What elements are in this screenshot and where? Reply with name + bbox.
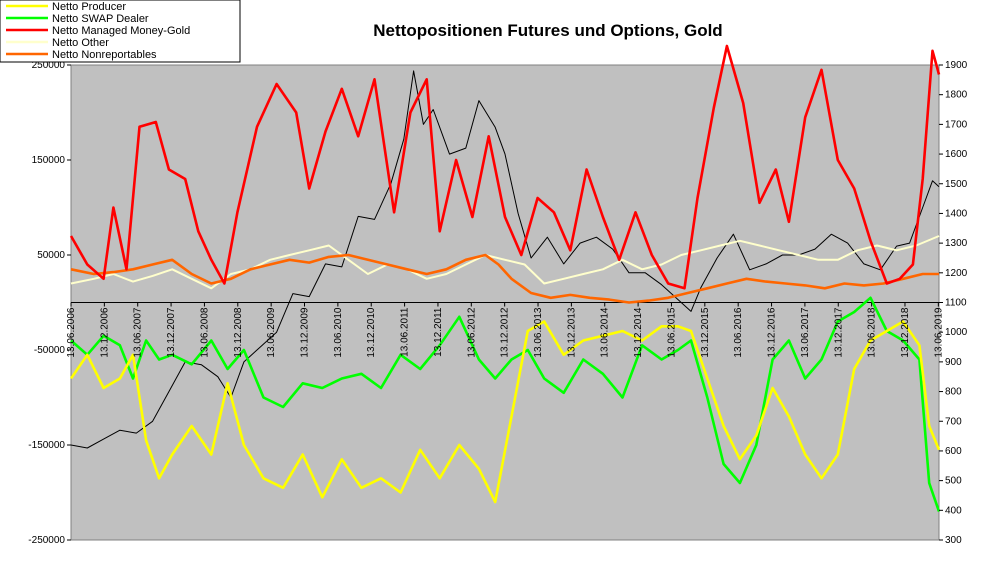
right-tick-label: 600 bbox=[945, 446, 962, 457]
right-tick-label: 1300 bbox=[945, 238, 968, 249]
right-tick-label: 1200 bbox=[945, 268, 968, 279]
legend-label: Netto Nonreportables bbox=[52, 49, 157, 61]
x-tick-label: 13.06.2011 bbox=[400, 307, 411, 357]
x-tick-label: 13.12.2012 bbox=[500, 307, 511, 357]
series-line-netto-other bbox=[70, 235, 940, 290]
left-tick-label: -250000 bbox=[28, 535, 65, 546]
x-tick-label: 13.06.2017 bbox=[800, 307, 811, 357]
left-tick-label: -150000 bbox=[28, 440, 65, 451]
right-tick-label: 700 bbox=[945, 416, 962, 427]
x-tick-label: 13.12.2011 bbox=[433, 307, 444, 357]
right-tick-label: 1900 bbox=[945, 60, 968, 71]
x-tick-label: 13.12.2015 bbox=[700, 307, 711, 357]
x-tick-label: 13.12.2010 bbox=[366, 307, 377, 357]
x-tick-label: 13.06.2013 bbox=[533, 307, 544, 357]
x-tick-label: 13.06.2009 bbox=[266, 307, 277, 357]
right-tick-label: 300 bbox=[945, 535, 962, 546]
x-tick-label: 13.12.2006 bbox=[99, 307, 110, 357]
right-tick-label: 1400 bbox=[945, 208, 968, 219]
left-tick-label: 150000 bbox=[32, 155, 66, 166]
right-tick-label: 500 bbox=[945, 476, 962, 487]
x-tick-label: 13.06.2016 bbox=[733, 307, 744, 357]
x-tick-label: 13.06.2010 bbox=[333, 307, 344, 357]
series-line-netto-nonreportables bbox=[70, 253, 939, 304]
right-tick-label: 800 bbox=[945, 387, 962, 398]
x-tick-label: 13.12.2008 bbox=[233, 307, 244, 357]
right-tick-label: 1500 bbox=[945, 179, 968, 190]
right-tick-label: 1100 bbox=[945, 298, 967, 309]
x-tick-label: 13.12.2014 bbox=[633, 307, 644, 357]
chart-title: Nettopositionen Futures und Options, Gol… bbox=[373, 21, 722, 40]
x-tick-label: 13.12.2017 bbox=[833, 307, 844, 357]
series-line-netto-managed-money-gold bbox=[69, 44, 941, 290]
x-tick-label: 13.06.2007 bbox=[133, 307, 144, 357]
left-tick-label: 250000 bbox=[32, 60, 66, 71]
x-tick-label: 13.12.2018 bbox=[900, 307, 911, 357]
series-layer bbox=[69, 44, 941, 512]
x-tick-label: 13.06.2015 bbox=[666, 307, 677, 357]
x-tick-label: 13.12.2016 bbox=[767, 307, 778, 357]
right-tick-label: 400 bbox=[945, 505, 962, 516]
right-tick-label: 1700 bbox=[945, 119, 968, 130]
x-tick-label: 13.06.2006 bbox=[66, 307, 77, 357]
legend-label: Netto Other bbox=[52, 37, 109, 49]
left-axis: -250000 -150000 -50000 50000 150000 250000 bbox=[28, 60, 71, 546]
right-tick-label: 900 bbox=[945, 357, 962, 368]
right-axis: 300 400 500 600 700 800 900 1000 1100 1200 1300 140… bbox=[939, 60, 968, 546]
legend-label: Netto SWAP Dealer bbox=[52, 13, 149, 25]
x-axis: 13.06.2006 13.12.2006 13.06.2007 13.12.2007… bbox=[66, 302, 944, 358]
x-tick-label: 13.06.2008 bbox=[199, 307, 210, 357]
series-line-netto-producer bbox=[69, 320, 941, 504]
right-tick-label: 1800 bbox=[945, 90, 968, 101]
x-tick-label: 13.06.2014 bbox=[600, 307, 611, 357]
left-tick-label: -50000 bbox=[34, 345, 66, 356]
right-tick-label: 1000 bbox=[945, 327, 968, 338]
x-tick-label: 13.12.2007 bbox=[166, 307, 177, 357]
left-tick-label: 50000 bbox=[37, 250, 65, 261]
x-tick-label: 13.12.2009 bbox=[300, 307, 311, 357]
x-tick-label: 13.06.2012 bbox=[466, 307, 477, 357]
right-tick-label: 1600 bbox=[945, 149, 968, 160]
x-tick-label: 13.06.2019 bbox=[933, 307, 944, 357]
x-tick-label: 13.12.2013 bbox=[566, 307, 577, 357]
legend-label: Netto Producer bbox=[52, 1, 126, 13]
x-tick-label: 13.06.2018 bbox=[867, 307, 878, 357]
series-line-netto-swap-dealer bbox=[70, 296, 941, 512]
legend-label: Netto Managed Money-Gold bbox=[52, 25, 190, 37]
